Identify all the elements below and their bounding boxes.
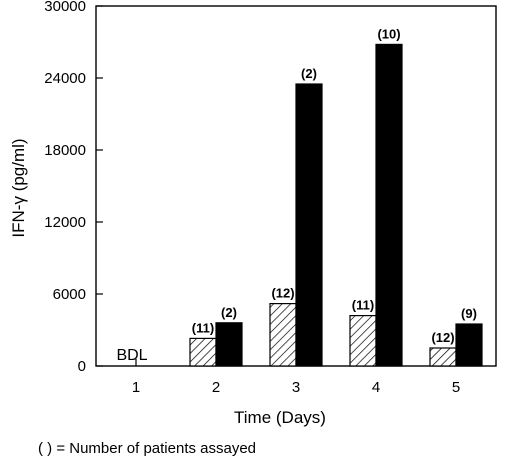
bar-solid [215, 322, 243, 367]
bar-solid [375, 43, 403, 367]
bar-data-label: (12) [431, 330, 454, 345]
bar-hatched [349, 315, 377, 367]
y-tick-label: 6000 [53, 286, 86, 303]
x-tick-label: 5 [452, 379, 460, 396]
x-tick-label: 2 [212, 379, 220, 396]
bar-solid [455, 323, 483, 367]
y-tick-label: 30000 [44, 0, 86, 15]
bar-data-label: (11) [192, 320, 214, 335]
y-axis-label: IFN-γ (pg/ml) [9, 138, 28, 237]
bar-data-label: (2) [301, 66, 317, 81]
bar-hatched [269, 303, 297, 367]
bar-data-label: (11) [352, 298, 374, 313]
y-tick-label: 0 [78, 358, 86, 375]
y-tick-label: 18000 [44, 142, 86, 159]
y-tick-label: 12000 [44, 214, 86, 231]
bar-hatched [429, 347, 457, 367]
x-tick-label: 4 [372, 379, 380, 396]
bar-data-label: (2) [221, 305, 237, 320]
x-tick-label: 1 [132, 379, 140, 396]
plot-area: 0 6000 12000 18000 24000 30000 1 2 (11) (2) 3 (12) (… [44, 0, 497, 396]
bar-data-label: (12) [271, 286, 294, 301]
bar-hatched [189, 337, 217, 367]
bar-data-label: (9) [461, 306, 477, 321]
bar-solid [295, 83, 323, 367]
bdl-annotation: BDL [116, 347, 147, 364]
x-tick-label: 3 [292, 379, 300, 396]
footnote: ( ) = Number of patients assayed [38, 440, 257, 457]
bar-data-label: (10) [377, 26, 400, 41]
x-axis-label: Time (Days) [234, 408, 326, 427]
y-tick-label: 24000 [44, 70, 86, 87]
